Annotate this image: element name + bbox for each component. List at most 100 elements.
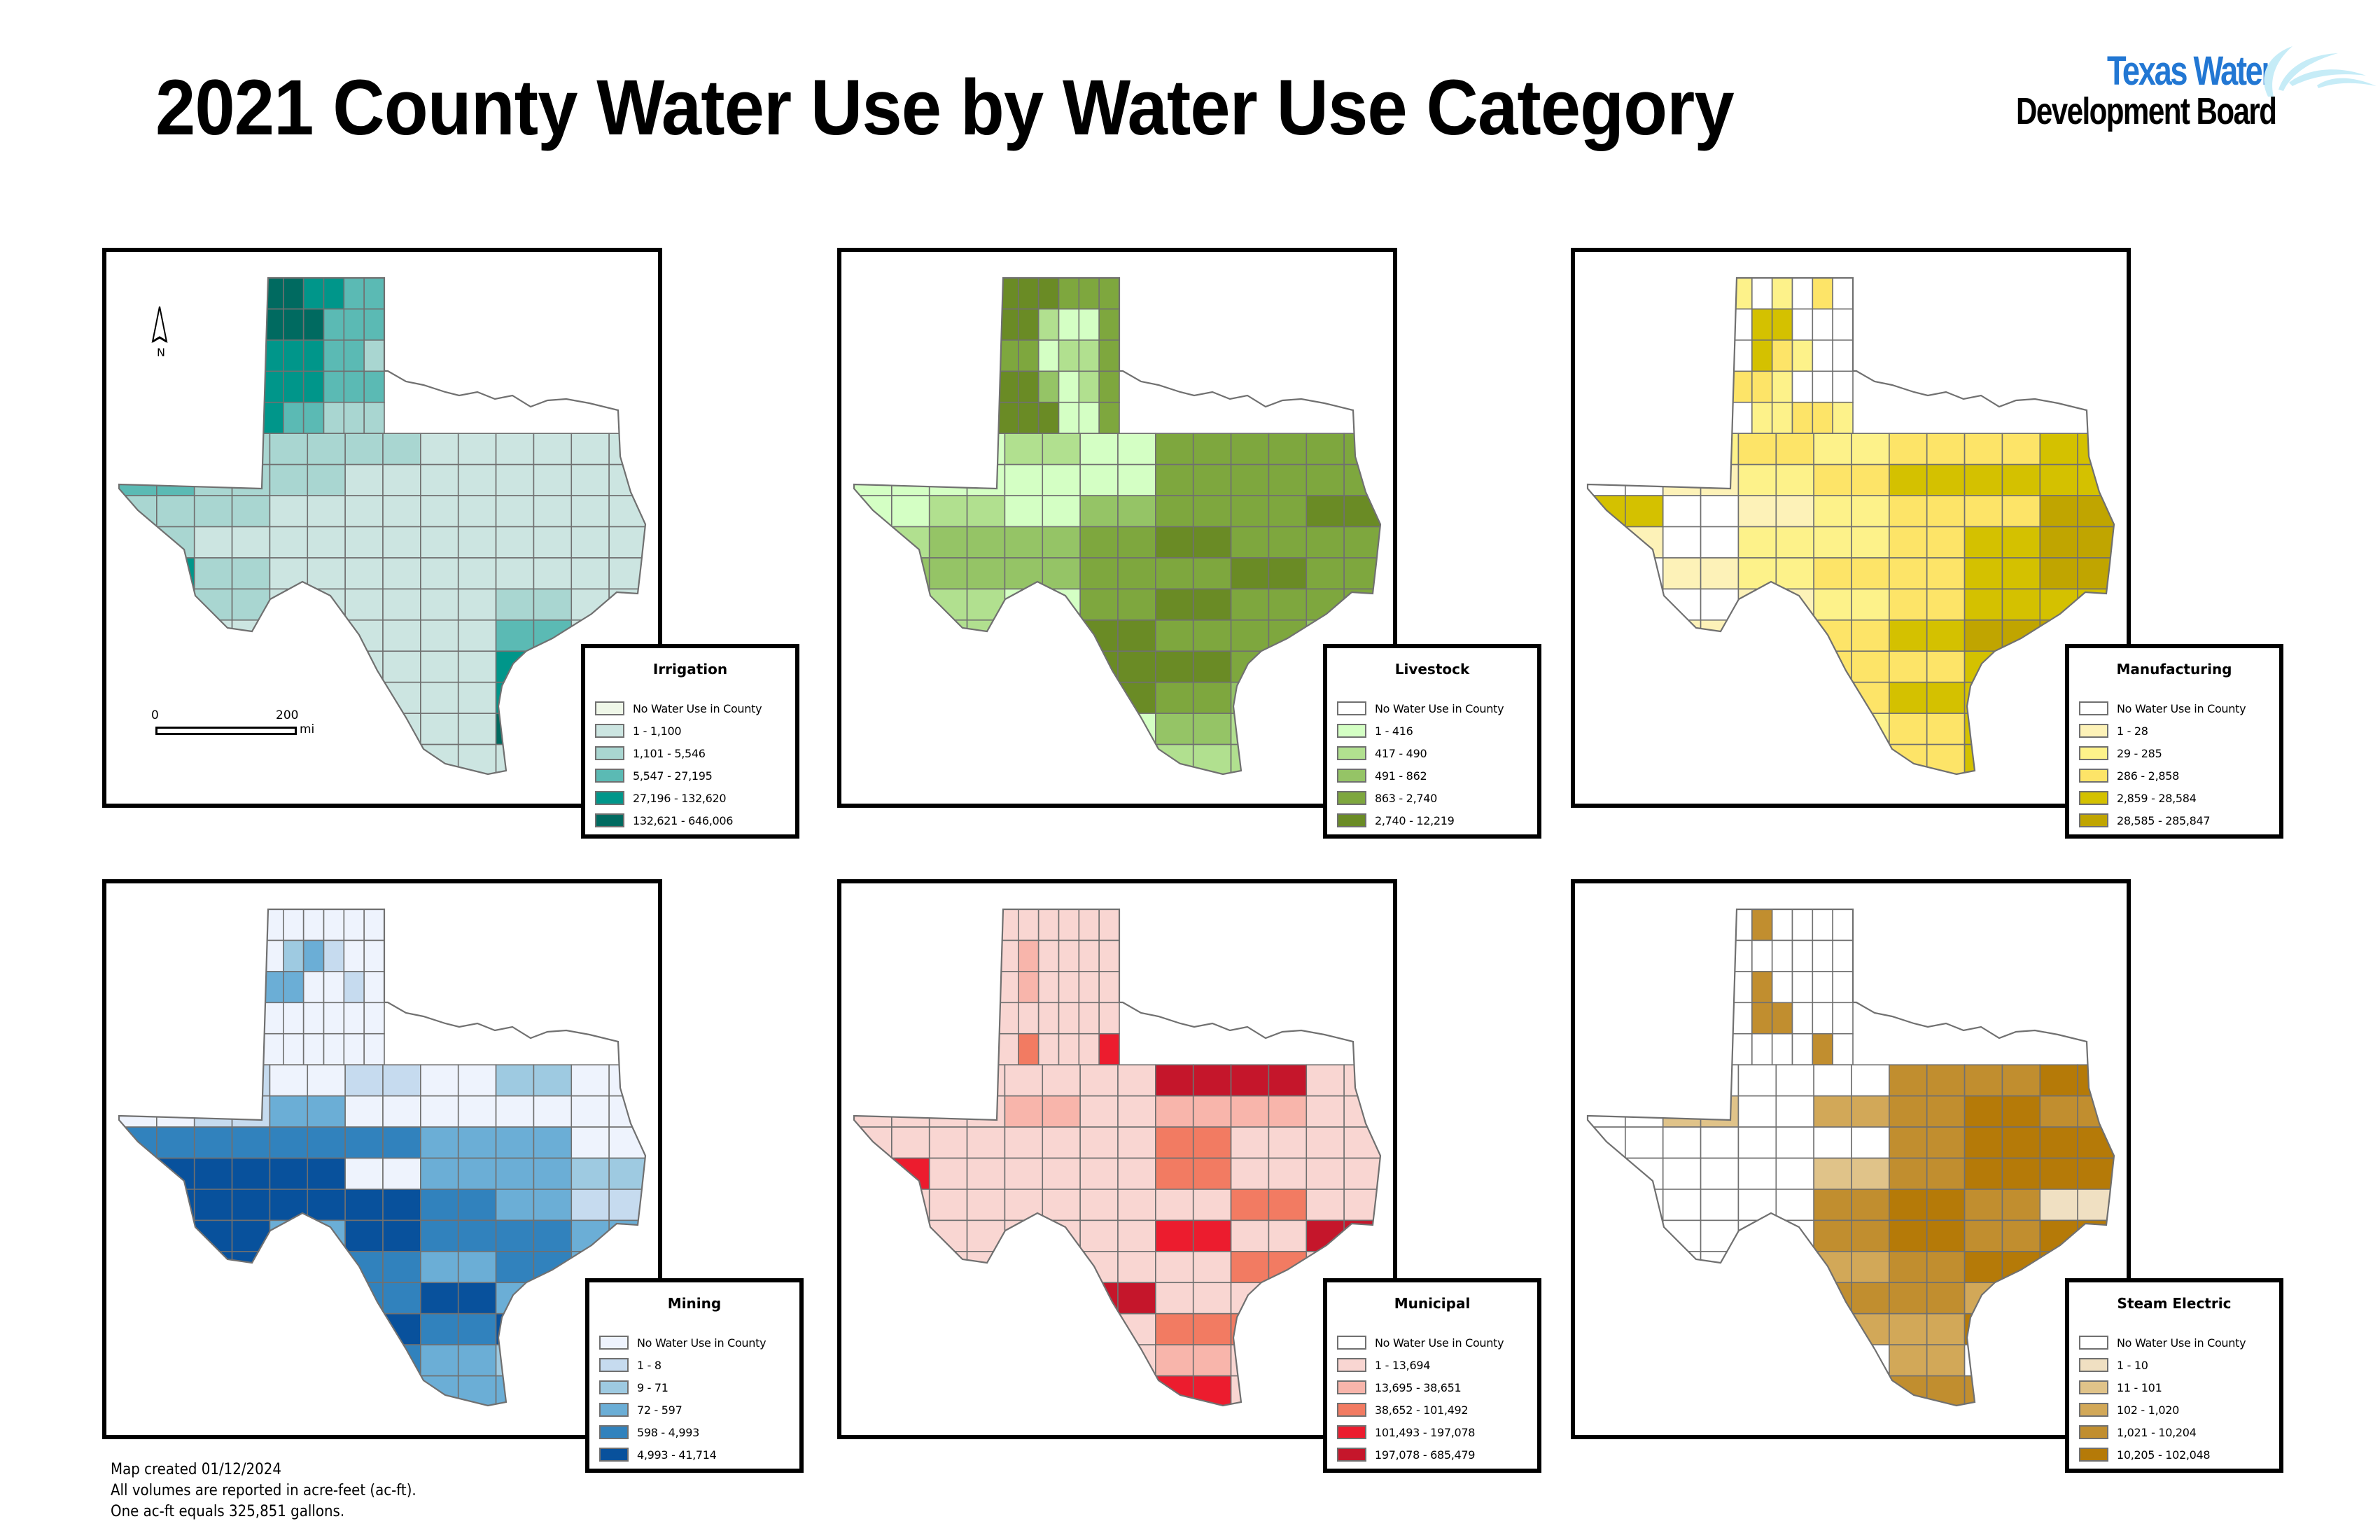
county-cell	[1004, 1312, 1044, 1345]
county-cell	[1889, 1219, 1928, 1252]
legend-swatch	[599, 1380, 629, 1394]
county-cell	[891, 557, 930, 590]
county-cell	[193, 620, 233, 652]
county-cell	[1230, 557, 1270, 590]
county-cell	[1812, 278, 1833, 310]
county-cell	[382, 1312, 421, 1345]
county-cell	[363, 278, 385, 310]
county-cell	[533, 1157, 573, 1190]
county-cell	[1737, 1064, 1777, 1097]
county-cell	[1042, 743, 1081, 774]
county-cell	[1078, 340, 1100, 372]
county-cell	[1588, 1344, 1626, 1377]
county-cell	[997, 1002, 1019, 1035]
county-cell	[1155, 650, 1194, 683]
county-cell	[1737, 1344, 1777, 1377]
legend-swatch	[2079, 1425, 2108, 1439]
county-cell	[533, 1375, 573, 1406]
county-cell	[1588, 743, 1626, 774]
county-cell	[1004, 495, 1044, 528]
county-cell	[156, 433, 195, 465]
county-cell	[307, 650, 346, 683]
county-cell	[1625, 1251, 1664, 1284]
county-cell	[1700, 1282, 1740, 1315]
county-cell	[1079, 526, 1119, 559]
county-cell	[344, 1219, 384, 1252]
legend-item: No Water Use in County	[595, 700, 762, 717]
county-cell	[891, 713, 930, 746]
county-cell	[1813, 1219, 1852, 1252]
legend-item: 1 - 13,694	[1337, 1357, 1430, 1373]
legend-label: 132,621 - 646,006	[633, 813, 734, 827]
county-cell	[119, 1157, 158, 1190]
county-cell	[1662, 1064, 1702, 1097]
county-cell	[495, 463, 535, 496]
county-cell	[1737, 743, 1777, 774]
legend-swatch	[2079, 769, 2108, 783]
county-cell	[1926, 495, 1966, 528]
legend-swatch	[595, 724, 624, 738]
county-cell	[1018, 939, 1040, 972]
county-cell	[928, 1189, 968, 1222]
county-cell	[262, 370, 284, 403]
legend-item: 101,493 - 197,078	[1337, 1424, 1475, 1441]
county-cell	[1098, 278, 1120, 310]
county-cell	[1306, 1064, 1345, 1097]
county-cell	[495, 1282, 535, 1315]
county-cell	[1963, 1189, 2003, 1222]
county-cell	[966, 650, 1006, 683]
legend-swatch	[1337, 813, 1366, 827]
county-cell	[302, 909, 325, 941]
county-cell	[1018, 308, 1040, 341]
county-cell	[854, 1095, 892, 1128]
county-cell	[1771, 909, 1793, 941]
county-cell	[1230, 433, 1270, 465]
county-cell	[966, 1375, 1006, 1406]
county-cell	[231, 495, 271, 528]
county-cell	[1662, 1282, 1702, 1315]
county-cell	[1731, 370, 1753, 403]
logo-line-2: Development Board	[2016, 90, 2277, 132]
county-cell	[193, 1344, 233, 1377]
county-cell	[1155, 433, 1194, 465]
county-cell	[269, 495, 309, 528]
county-cell	[1813, 1375, 1852, 1406]
county-cell	[1963, 620, 2003, 652]
county-cell	[382, 713, 421, 746]
county-cell	[854, 1312, 892, 1345]
county-cell	[1037, 1002, 1060, 1035]
county-cell	[1662, 1344, 1702, 1377]
legend-title: Mining	[667, 1295, 722, 1312]
county-cell	[1117, 1189, 1156, 1222]
county-cell	[533, 743, 573, 774]
county-cell	[1079, 1189, 1119, 1222]
county-cell	[1268, 1219, 1308, 1252]
county-cell	[966, 1312, 1006, 1345]
county-cell	[269, 1219, 309, 1252]
county-cell	[1889, 650, 1928, 683]
county-cell	[891, 1282, 930, 1315]
county-cell	[1791, 340, 1814, 372]
county-cell	[1155, 1064, 1194, 1097]
county-cell	[1306, 433, 1345, 465]
county-cell	[966, 681, 1006, 714]
county-cell	[1812, 308, 1833, 341]
county-cell	[283, 1002, 304, 1035]
county-cell	[495, 1189, 535, 1222]
county-cell	[231, 1375, 271, 1406]
county-cell	[1625, 588, 1664, 621]
county-cell	[283, 340, 304, 372]
county-cell	[283, 278, 304, 310]
county-cell	[1343, 1157, 1380, 1190]
county-cell	[1306, 463, 1345, 496]
county-cell	[1042, 1157, 1081, 1190]
county-cell	[119, 1189, 158, 1222]
county-cell	[302, 1032, 325, 1065]
county-cell	[382, 1375, 421, 1406]
county-cell	[283, 971, 304, 1004]
county-cell	[891, 463, 930, 496]
note-created-date: Map created 01/12/2024	[111, 1461, 281, 1478]
legend-label: 417 - 490	[1375, 746, 1427, 760]
county-cell	[1155, 1344, 1194, 1377]
legend-label: 1 - 28	[2117, 724, 2148, 738]
